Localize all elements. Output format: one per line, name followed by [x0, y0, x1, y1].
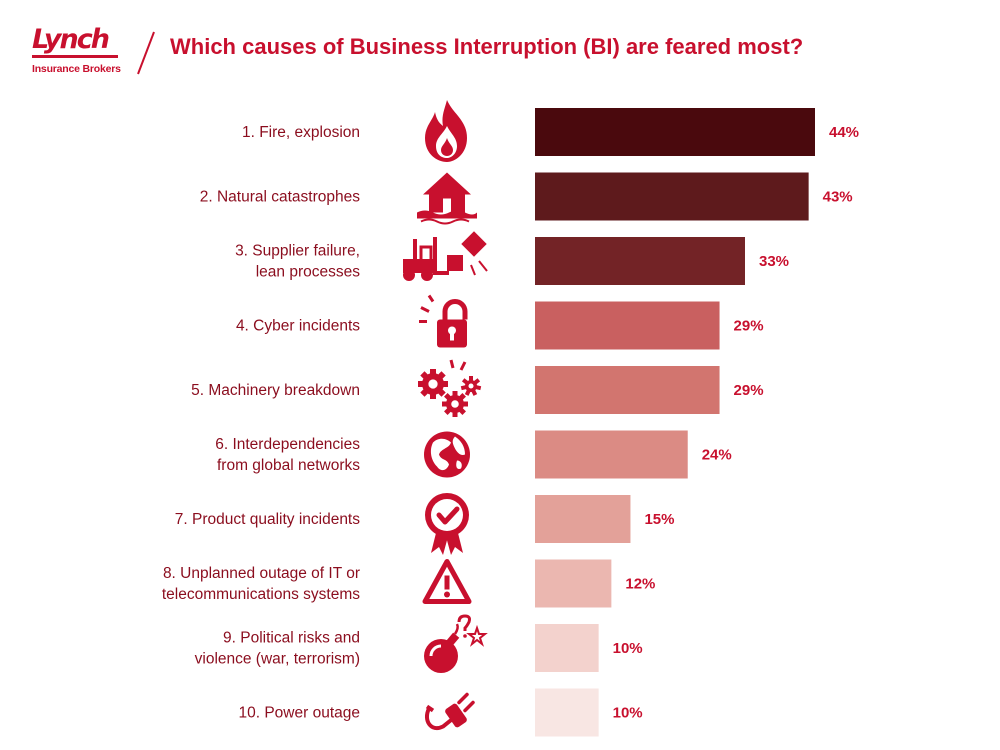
- category-label-7-line-1: 7. Product quality incidents: [175, 511, 360, 528]
- category-label-3-line-1: 3. Supplier failure,: [235, 243, 360, 260]
- forklift-icon: [403, 231, 488, 281]
- category-label-10: 10. Power outage: [238, 705, 360, 722]
- category-label-6-line-1: 6. Interdependencies: [215, 436, 360, 453]
- padlock-icon: [419, 294, 468, 348]
- bar-5: [535, 366, 720, 414]
- gears-icon: [418, 359, 482, 417]
- category-label-5: 5. Machinery breakdown: [191, 382, 360, 399]
- title-divider: [137, 31, 155, 75]
- category-label-5-line-1: 5. Machinery breakdown: [191, 382, 360, 399]
- bar-3: [535, 237, 745, 285]
- value-label-2: 43%: [823, 189, 853, 206]
- logo-underline: [32, 55, 118, 58]
- value-label-7: 15%: [644, 511, 674, 528]
- logo-wordmark: Lynch: [32, 24, 110, 55]
- category-label-9-line-2: violence (war, terrorism): [195, 651, 360, 668]
- value-label-6: 24%: [702, 447, 732, 464]
- category-label-3: 3. Supplier failure, lean processes: [235, 243, 360, 281]
- category-label-1: 1. Fire, explosion: [242, 124, 360, 141]
- chart-title: Which causes of Business Interruption (B…: [170, 34, 804, 59]
- value-label-1: 44%: [829, 124, 859, 141]
- category-label-4: 4. Cyber incidents: [236, 318, 360, 335]
- category-label-1-line-1: 1. Fire, explosion: [242, 124, 360, 141]
- category-label-2-line-1: 2. Natural catastrophes: [200, 189, 361, 206]
- bar-9: [535, 624, 599, 672]
- value-label-9: 10%: [613, 640, 643, 657]
- category-label-9: 9. Political risks and violence (war, ter…: [195, 630, 360, 668]
- category-label-7: 7. Product quality incidents: [175, 511, 360, 528]
- category-label-8-line-1: 8. Unplanned outage of IT or: [163, 565, 360, 582]
- value-label-5: 29%: [734, 382, 764, 399]
- value-label-8: 12%: [625, 576, 655, 593]
- category-label-6-line-2: from global networks: [217, 457, 360, 474]
- power-plug-icon: [424, 692, 475, 730]
- bar-8: [535, 559, 612, 608]
- bar-6: [535, 430, 688, 479]
- bomb-icon: [424, 614, 488, 673]
- lynch-logo: Lynch Insurance Brokers: [32, 26, 132, 75]
- globe-icon: [424, 431, 470, 478]
- category-label-3-line-2: lean processes: [256, 264, 361, 281]
- quality-badge-icon: [425, 493, 469, 555]
- category-label-9-line-1: 9. Political risks and: [223, 630, 360, 647]
- logo-subtitle: Insurance Brokers: [32, 63, 121, 75]
- value-label-10: 10%: [613, 705, 643, 722]
- value-label-4: 29%: [734, 318, 764, 335]
- bar-4: [535, 301, 720, 350]
- bar-10: [535, 688, 599, 737]
- value-label-3: 33%: [759, 253, 789, 270]
- category-label-2: 2. Natural catastrophes: [200, 189, 361, 206]
- category-label-4-line-1: 4. Cyber incidents: [236, 318, 360, 335]
- bar-1: [535, 108, 815, 156]
- category-label-8-line-2: telecommunications systems: [162, 586, 360, 603]
- bar-7: [535, 495, 631, 543]
- fire-icon: [425, 100, 467, 162]
- warning-icon: [422, 559, 472, 604]
- bar-2: [535, 172, 809, 221]
- category-label-6: 6. Interdependencies from global networks: [215, 436, 360, 474]
- category-label-8: 8. Unplanned outage of IT or telecommunic…: [162, 565, 360, 603]
- flooded-house-icon: [417, 172, 477, 225]
- category-label-10-line-1: 10. Power outage: [238, 705, 360, 722]
